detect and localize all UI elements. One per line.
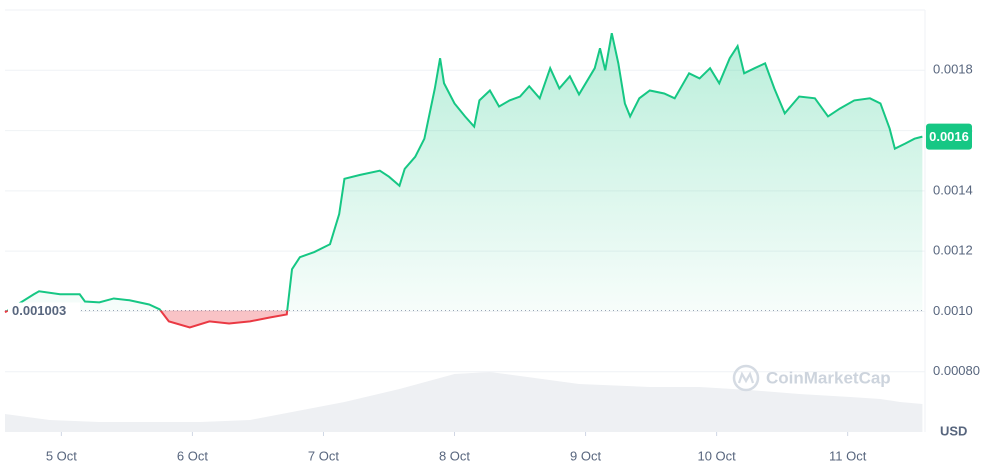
y-tick-label: 0.0010 bbox=[933, 303, 973, 318]
y-tick-label: 0.0018 bbox=[933, 62, 973, 77]
baseline-label: 0.001003 bbox=[12, 303, 66, 318]
y-tick-label: 0.0014 bbox=[933, 182, 973, 197]
y-tick-label: 0.0012 bbox=[933, 243, 973, 258]
price-line-down bbox=[4, 310, 289, 329]
x-tick-label: 5 Oct bbox=[46, 448, 77, 463]
last-price-tag bbox=[926, 123, 972, 150]
watermark: CoinMarketCap bbox=[732, 364, 891, 392]
baseline-label-bg bbox=[8, 302, 80, 319]
x-tick-label: 8 Oct bbox=[439, 448, 470, 463]
area-down bbox=[5, 310, 288, 328]
x-tick-label: 11 Oct bbox=[829, 448, 867, 463]
x-tick-label: 6 Oct bbox=[177, 448, 208, 463]
watermark-text: CoinMarketCap bbox=[766, 368, 891, 387]
x-tick-label: 7 Oct bbox=[308, 448, 339, 463]
x-tick-label: 10 Oct bbox=[697, 448, 736, 463]
x-tick-label: 9 Oct bbox=[570, 448, 601, 463]
last-price-label: 0.0016 bbox=[929, 129, 969, 144]
currency-label: USD bbox=[940, 423, 967, 438]
volume-area bbox=[5, 372, 923, 432]
price-line-up bbox=[6, 32, 923, 311]
area-up bbox=[5, 33, 923, 311]
y-tick-label: 0.00080 bbox=[933, 363, 980, 378]
